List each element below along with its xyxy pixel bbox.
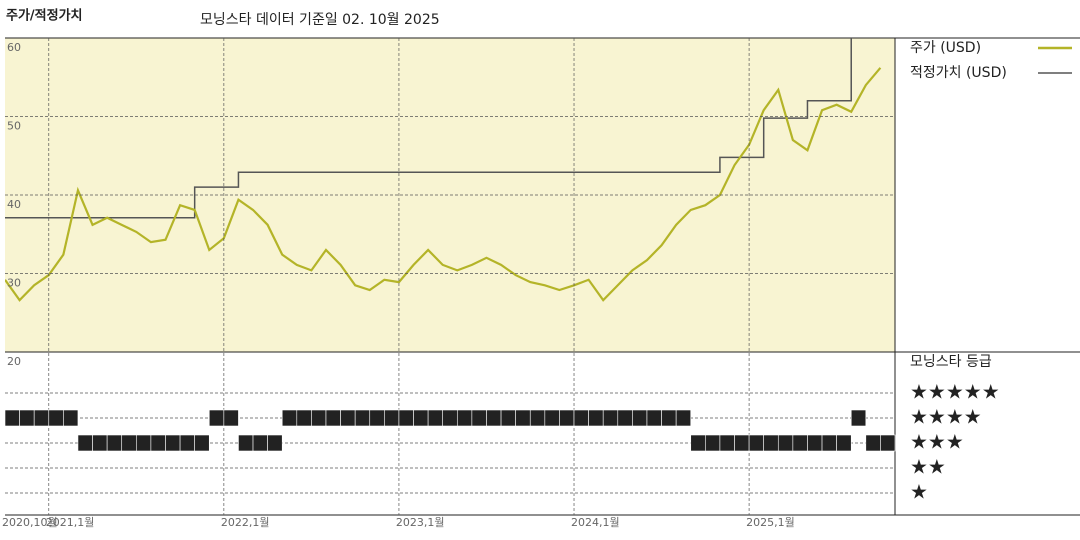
y-tick-label: 50 (7, 120, 21, 133)
rating-bar (4, 409, 20, 427)
rating-bar (325, 409, 341, 427)
rating-level-label: ★ (910, 480, 928, 504)
plot (5, 38, 882, 302)
rating-bar (836, 434, 852, 452)
series-line (5, 67, 882, 302)
rating-bar (500, 409, 516, 427)
rating-bar (661, 409, 677, 427)
rating-bar (617, 409, 633, 427)
x-tick-label: 2020,10월 (2, 516, 58, 529)
rating-bar (194, 434, 210, 452)
x-tick-label: 2023,1월 (396, 516, 445, 529)
rating-bar (573, 409, 589, 427)
rating-bar (705, 434, 721, 452)
rating-bar (77, 434, 93, 452)
rating-bar (281, 409, 298, 427)
rating-bar (48, 409, 64, 427)
rating-bar (442, 409, 458, 427)
x-tick-label: 2022,1월 (221, 516, 270, 529)
rating-bar (777, 434, 794, 452)
rating-bar (865, 434, 881, 452)
rating-bar (632, 409, 648, 427)
rating-bar (748, 434, 764, 452)
rating-bar (719, 434, 735, 452)
x-tick-label: 2024,1월 (571, 516, 620, 529)
rating-bar (515, 409, 531, 427)
rating-bar (588, 409, 604, 427)
x-tick-label: 2021,1월 (46, 516, 95, 529)
rating-bar (384, 409, 400, 427)
y-tick-label: 40 (7, 198, 21, 211)
rating-bar (121, 434, 137, 452)
x-tick-label: 2025,1월 (746, 516, 795, 529)
rating-bar (602, 409, 619, 427)
rating-bar (92, 434, 108, 452)
rating-bar (471, 409, 487, 427)
y-tick-label: 20 (7, 355, 21, 368)
chart-title: 주가/적정가치 (6, 8, 83, 24)
rating-bar (252, 434, 268, 452)
rating-bar (267, 434, 283, 452)
rating-bar (223, 409, 239, 427)
legend-label: 적정가치 (USD) (910, 65, 1007, 81)
rating-bar (880, 434, 896, 452)
chart-subtitle: 모닝스타 데이터 기준일 02. 10월 2025 (200, 12, 440, 28)
rating-bar (544, 409, 560, 427)
rating-bar (136, 434, 152, 452)
y-tick-label: 30 (7, 277, 21, 290)
rating-bar (734, 434, 750, 452)
y-tick-label: 60 (7, 41, 21, 54)
rating-title: 모닝스타 등급 (910, 354, 992, 370)
rating-bar (311, 409, 327, 427)
rating-bar (354, 409, 371, 427)
rating-bar (150, 434, 166, 452)
rating-level-label: ★★★★ (910, 405, 982, 429)
rating-bar (646, 409, 662, 427)
rating-bar (792, 434, 808, 452)
rating-bar (690, 434, 706, 452)
rating-bar (675, 409, 692, 427)
rating-background (5, 352, 895, 515)
rating-bar (821, 434, 837, 452)
rating-bar (456, 409, 473, 427)
rating-level-label: ★★★ (910, 430, 964, 454)
rating-level-label: ★★★★★ (910, 380, 1000, 404)
rating-bar (486, 409, 502, 427)
rating-level-label: ★★ (910, 455, 946, 479)
rating-bar (850, 409, 867, 427)
rating-bar (296, 409, 312, 427)
legend-label: 주가 (USD) (910, 40, 981, 56)
rating-bar (763, 434, 779, 452)
rating-bar (179, 434, 195, 452)
rating-bar (33, 409, 50, 427)
rating-bar (807, 434, 823, 452)
rating-bar (398, 409, 414, 427)
rating-bar (340, 409, 356, 427)
rating-bar (559, 409, 575, 427)
rating-bar (165, 434, 181, 452)
rating-bar (369, 409, 385, 427)
rating-bar (208, 409, 225, 427)
rating-bar (19, 409, 35, 427)
rating-bar (106, 434, 123, 452)
rating-bar (63, 409, 79, 427)
rating-bar (238, 434, 254, 452)
rating-bar (529, 409, 546, 427)
series-line (5, 38, 852, 219)
rating-bar (413, 409, 429, 427)
rating-bar (427, 409, 444, 427)
